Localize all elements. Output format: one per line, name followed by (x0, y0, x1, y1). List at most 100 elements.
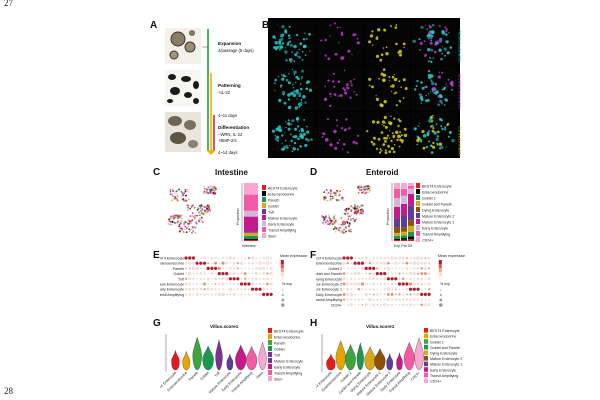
violin-category-label: Paneth (188, 371, 199, 382)
umap-point (352, 217, 354, 220)
umap-point (339, 190, 342, 193)
legend-label: Early Enterocyte (422, 227, 448, 231)
dotplot-dot (248, 278, 250, 280)
dotplot-dot (188, 277, 192, 281)
umap-point (187, 225, 190, 228)
dotplot-dot (364, 282, 368, 286)
dotplot-dot (416, 256, 420, 260)
dotplot-dot (195, 293, 199, 296)
legend-swatch (424, 328, 428, 333)
dotplot-dot (266, 282, 269, 286)
umap-point (347, 212, 349, 215)
umap-point (196, 214, 199, 217)
dotplot-dot (225, 261, 229, 265)
dotplot-dot (229, 267, 232, 270)
dotplot-dot (420, 272, 424, 276)
legend-gradient-step (280, 272, 284, 276)
dotplot-dot (408, 287, 413, 291)
bar-segment (408, 225, 414, 232)
umap-point (347, 215, 350, 218)
umap-point (207, 186, 210, 189)
dotplot-dot (251, 267, 254, 270)
dotplot-row-label: Early Enterocyte (160, 288, 184, 292)
dotplot-dot (240, 267, 243, 270)
bar-segment (401, 231, 407, 236)
dotplot-dot (420, 303, 423, 307)
legend-swatch (262, 215, 266, 220)
legend-swatch (262, 227, 266, 232)
umap-point (354, 208, 356, 210)
bar-segment (394, 218, 400, 228)
dotplot-dot (346, 287, 349, 291)
dotplot-dot (349, 292, 353, 296)
umap-point (183, 222, 185, 224)
umap-point (206, 204, 209, 207)
dotplot-dot (354, 257, 356, 259)
dotplot-dot (383, 288, 386, 291)
dotplot-dot (207, 277, 210, 280)
umap-point (203, 190, 206, 193)
legend-label: Tuft (268, 211, 274, 215)
umap-point (180, 195, 183, 198)
dotplot-dot (269, 267, 273, 270)
panel-h-violin: Villus.score1 BEST4 Enterocyte Enteroendo… (316, 324, 462, 396)
bar-segment (401, 195, 407, 204)
umap-point (172, 214, 175, 217)
umap-point (329, 192, 332, 195)
dotplot-dot (200, 283, 202, 285)
dotplot-dot (395, 283, 397, 285)
dotplot-dot (350, 262, 353, 264)
dotplot-dot (233, 288, 235, 290)
umap-point (169, 220, 172, 223)
umap-point (175, 193, 178, 196)
umap-point (187, 207, 190, 210)
dotplot-dot (353, 272, 357, 276)
dotplot-dot (428, 288, 431, 291)
legend-gradient-step (280, 276, 284, 280)
umap-point (170, 215, 173, 217)
dotplot-dot (383, 283, 386, 285)
dotplot-row-label: Goblet 2 (328, 267, 342, 271)
legend-swatch (424, 344, 428, 350)
dotplot-dot (364, 303, 368, 307)
violin-shape (414, 337, 424, 371)
umap-point (198, 211, 200, 214)
bar-segment (244, 232, 258, 236)
dotplot-dot (247, 262, 250, 265)
umap-point (333, 192, 335, 195)
umap-point (334, 226, 336, 228)
dotplot-dot (417, 272, 419, 275)
legend-swatch (268, 358, 272, 363)
legend-swatch (262, 203, 266, 208)
dotplot-dot (386, 298, 390, 302)
umap-point (179, 222, 182, 225)
umap-point (183, 198, 186, 201)
dotplot-dot (255, 277, 258, 281)
dotplot-dot (369, 304, 371, 306)
dotplot-dot (372, 272, 375, 275)
umap-point (350, 214, 353, 217)
umap-point (173, 216, 176, 219)
umap-point (187, 209, 190, 212)
dotplot-dot (386, 266, 390, 270)
bar-segment (394, 238, 400, 240)
dotplot-dot (196, 288, 199, 291)
bar-segment (408, 231, 414, 237)
dotplot-dot (350, 282, 353, 286)
patterning-image (165, 70, 201, 106)
umap-point (353, 204, 356, 206)
umap-point (321, 214, 323, 217)
umap-point (181, 192, 184, 194)
umap-point (358, 213, 361, 216)
umap-point (343, 228, 345, 231)
dotplot-dot (255, 257, 258, 259)
dotplot-dot (365, 262, 368, 265)
umap-point (329, 199, 332, 201)
dotplot-dot (420, 277, 423, 280)
dotplot-dot (343, 288, 345, 290)
panel-d-ylabel: Proportion (386, 208, 390, 225)
dotplot-dot (254, 287, 258, 291)
dotplot-dot (357, 257, 360, 259)
violin-shape (396, 352, 403, 371)
